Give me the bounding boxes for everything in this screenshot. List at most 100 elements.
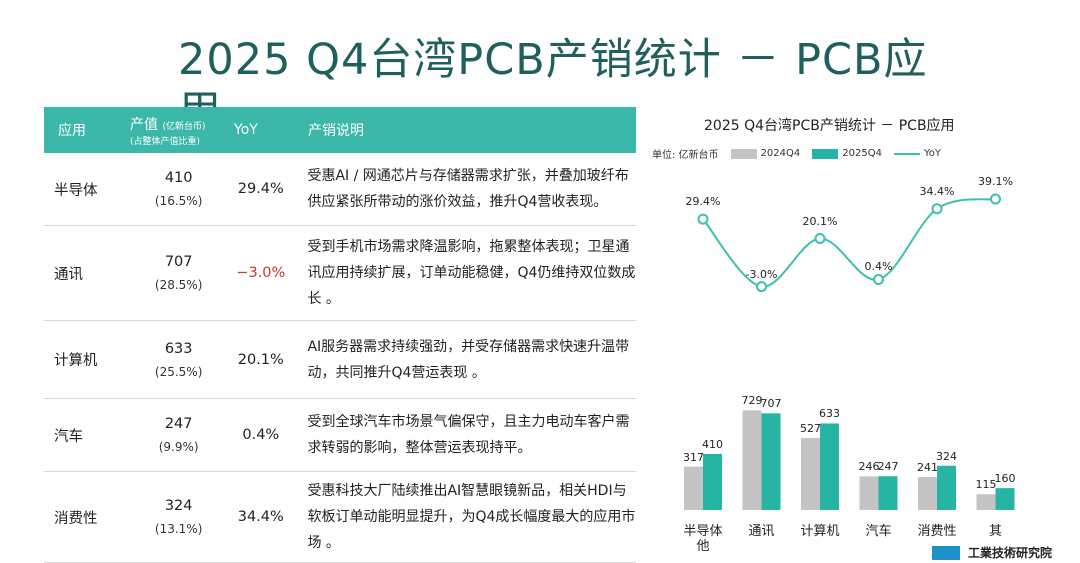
header-app: 应用 [58,123,86,139]
legend-swatch-2024q4 [730,148,757,159]
category-label: 消费性 [917,524,957,539]
row-share: (25.5%) [154,364,203,379]
yoy-point [814,233,826,245]
legend-label-2025q4: 2025Q4 [842,148,882,159]
row-value: 707 [164,254,193,270]
row-value: 247 [164,416,193,432]
table-header: 应用 产值 (亿新台币) (占整体产值比重) YoY 产销说明 [44,107,636,153]
legend-swatch-2025q4 [812,148,839,159]
bar-2025q4 [703,453,722,510]
bar-value-label: 527 [800,421,821,435]
bar-value-label: 324 [936,449,957,463]
row-value-cell: 707 (28.5%) [135,226,222,320]
bar-value-label: 317 [683,450,704,464]
bar-2024q4 [859,476,879,510]
bar-value-label: 729 [741,394,763,408]
header-value-share: (占整体产值比重) [130,136,201,147]
row-yoy: 20.1% [237,351,284,368]
header-value: 产值 (亿新台币) (占整体产值比重) [128,114,234,147]
row-desc: 受到全球汽车市场景气偏保守，且主力电动车客户需求转弱的影响，整体营运表现持平。 [307,414,630,456]
bar-value-label: 633 [819,407,840,421]
row-share: (9.9%) [158,440,199,454]
table-row: 半导体 410 (16.5%) 29.4% 受惠AI / 网通芯片与存储器需求扩… [44,153,636,226]
header-yoy: YoY [234,122,258,138]
yoy-point [756,281,767,293]
row-desc: AI服务器需求持续强劲，并受存储器需求快速升温带动，共同推升Q4营运表现 。 [307,338,630,381]
table-row: 计算机 633 (25.5%) 20.1% AI服务器需求持续强劲，并受存储器需… [44,321,636,399]
row-yoy: 34.4% [237,509,284,525]
row-app: 汽车 [54,428,83,445]
logo: 工業技術研究院 [932,544,1052,561]
logo-text: 工業技術研究院 [968,546,1053,560]
category-label: 汽车 [865,524,892,539]
bar-2025q4 [820,423,839,510]
row-share: (13.1%) [154,522,203,536]
bar-2025q4 [937,465,956,510]
pcb-application-chart: 2025 Q4台湾PCB产销统计 － PCB应用 单位: 亿新台币 2024Q4… [646,100,1080,562]
yoy-point [931,203,943,215]
header-desc: 产销说明 [308,123,364,139]
row-value-cell: 410 (16.5%) [135,153,222,225]
chart-legend: 单位: 亿新台币 2024Q4 2025Q4 YoY [652,146,953,161]
bar-value-label: 410 [702,437,723,451]
bar-2024q4 [976,494,996,510]
row-desc: 受到手机市场需求降温影响，拖累整体表现；卫星通讯应用持续扩展，订单动能稳健，Q4… [307,239,636,307]
yoy-point [990,193,1001,205]
yoy-value-label: 34.4% [919,184,955,198]
bar-value-label: 241 [917,461,938,475]
bar-value-label: 160 [994,472,1016,486]
legend-item-2024q4: 2024Q4 [730,148,800,159]
legend-label-yoy: YoY [923,148,941,159]
bar-value-label: 246 [858,460,880,474]
row-value-cell: 247 (9.9%) [135,399,222,471]
row-value-cell: 633 (25.5%) [135,321,222,398]
row-share: (28.5%) [154,278,203,292]
bar-value-label: 707 [760,397,782,411]
table-row: 通讯 707 (28.5%) −3.0% 受到手机市场需求降温影响，拖累整体表现… [44,226,636,321]
row-value: 324 [164,498,193,514]
bar-value-label: 247 [877,460,899,474]
legend-item-2025q4: 2025Q4 [812,148,882,159]
bar-2024q4 [801,437,820,510]
row-value: 633 [164,340,193,357]
chart-svg [684,193,1015,510]
table-row: 消费性 324 (13.1%) 34.4% 受惠科技大厂陆续推出AI智慧眼镜新品… [44,472,636,563]
row-value: 410 [164,170,193,186]
bar-value-label: 115 [975,478,997,492]
bar-2025q4 [878,476,898,510]
header-value-unit: (亿新台币) [162,121,206,132]
table-row: 汽车 247 (9.9%) 0.4% 受到全球汽车市场景气偏保守，且主力电动车客… [44,399,636,472]
row-yoy: 29.4% [237,181,284,197]
category-label: 通讯 [748,524,775,539]
legend-swatch-yoy [893,152,920,155]
yoy-value-label: 29.4% [685,195,721,209]
unit-label: 单位: 亿新台币 [652,150,719,161]
yoy-value-label: 39.1% [978,175,1013,188]
yoy-value-label: -3.0% [745,267,778,281]
row-app: 计算机 [54,353,98,369]
yoy-point [873,273,884,285]
category-label: 其 [988,524,1002,539]
row-app: 通讯 [54,266,83,283]
bar-2024q4 [742,410,762,510]
yoy-value-label: 0.4% [864,260,893,274]
category-label: 半导体他 [683,524,723,554]
yoy-value-label: 20.1% [802,214,838,228]
row-share: (16.5%) [154,194,203,208]
row-yoy: −3.0% [236,265,286,281]
yoy-point [697,213,709,225]
row-value-cell: 324 (13.1%) [135,472,222,562]
chart-title: 2025 Q4台湾PCB产销统计 － PCB应用 [704,118,955,134]
row-yoy: 0.4% [242,427,280,443]
bar-2024q4 [918,477,937,510]
bar-2024q4 [684,466,703,510]
header-value-main: 产值 [130,116,158,133]
logo-icon [932,545,960,560]
bar-2025q4 [995,488,1015,510]
legend-item-yoy: YoY [893,148,941,159]
row-app: 消费性 [54,510,98,527]
row-app: 半导体 [54,182,98,199]
category-label: 计算机 [800,524,840,539]
row-desc: 受惠科技大厂陆续推出AI智慧眼镜新品，相关HDI与软板订单动能明显提升，为Q4成… [307,483,636,551]
statistics-table: 应用 产值 (亿新台币) (占整体产值比重) YoY 产销说明 半导体 410 … [44,107,636,563]
